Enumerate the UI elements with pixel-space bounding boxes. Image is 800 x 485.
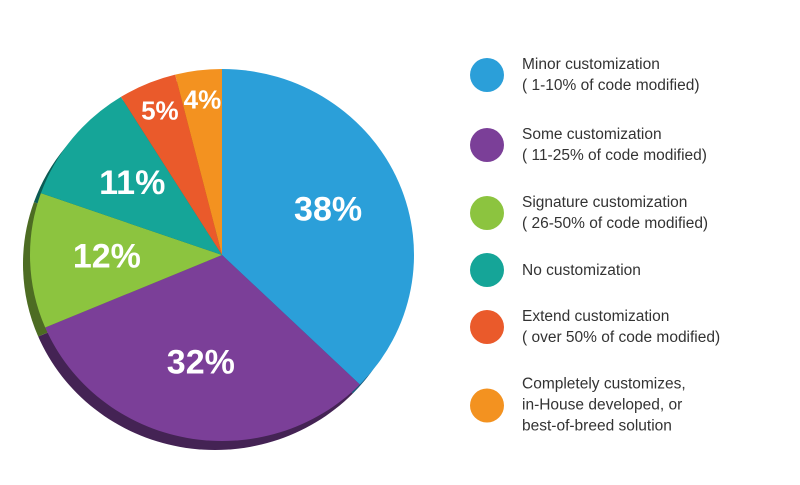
legend-item: Extend customization ( over 50% of code …: [470, 306, 720, 348]
legend-item: No customization: [470, 253, 641, 287]
legend-label: No customization: [522, 261, 641, 279]
legend-swatch: [470, 310, 504, 344]
slice: [45, 255, 360, 442]
legend-label: Signature customization ( 26-50% of code…: [522, 194, 709, 232]
legend-label: Extend customization ( over 50% of code …: [522, 308, 721, 346]
legend-swatch: [470, 196, 504, 230]
slice: [30, 193, 223, 328]
legend-swatch: [470, 253, 504, 287]
pie-slices: [30, 69, 415, 442]
slice: [222, 69, 415, 385]
legend-swatch: [470, 58, 504, 92]
slice-label: 5%: [141, 96, 179, 126]
slice: [175, 69, 222, 255]
slice-label: 11%: [99, 164, 165, 202]
slice-label: 32%: [167, 344, 235, 382]
legend-label: Minor customization ( 1-10% of code modi…: [522, 56, 700, 94]
legend-label: Some customization ( 11-25% of code modi…: [522, 126, 707, 164]
legend-swatch: [470, 128, 504, 162]
slice-labels: 38% 32% 12% 11% 5% 4%: [73, 85, 362, 382]
legend-item: Some customization ( 11-25% of code modi…: [470, 124, 707, 166]
legend-item: Signature customization ( 26-50% of code…: [470, 192, 708, 234]
legend-item: Minor customization ( 1-10% of code modi…: [470, 54, 699, 96]
slice-label: 38%: [294, 190, 362, 228]
legend-label: Completely customizes, in-House develope…: [522, 375, 686, 435]
legend-swatch: [470, 388, 504, 422]
legend-item: Completely customizes, in-House develope…: [470, 374, 686, 437]
slice: [120, 74, 222, 255]
slice-label: 12%: [73, 237, 141, 275]
slice-label: 4%: [184, 85, 222, 115]
slice: [40, 96, 222, 255]
